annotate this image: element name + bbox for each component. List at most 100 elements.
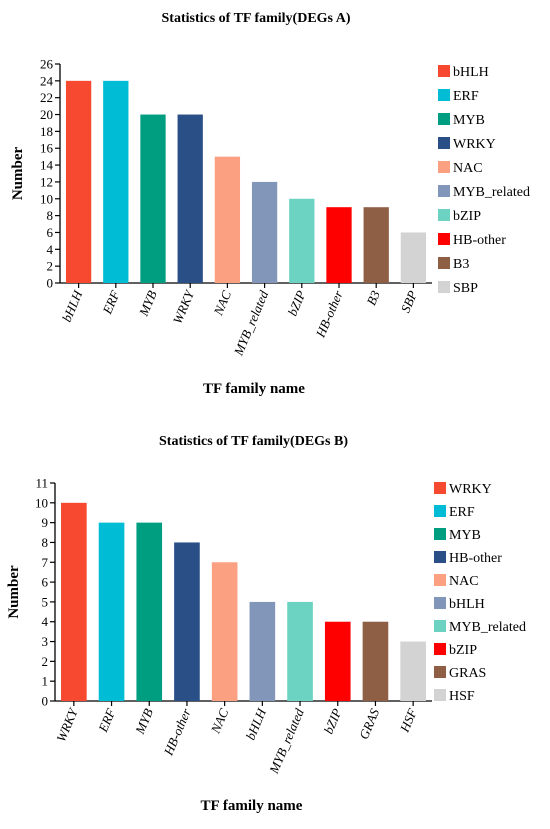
chart-a-title: Statistics of TF family(DEGs A): [162, 11, 351, 26]
chart-b-legend-label: bZIP: [449, 643, 477, 658]
chart-b-category-label: MYB: [132, 706, 156, 737]
chart-b-y-tick-label: 10: [35, 495, 48, 510]
chart-a-y-tick-label: 14: [40, 158, 54, 173]
chart-a-bar-wrky: [177, 114, 203, 284]
chart-a-y-tick-label: 22: [40, 90, 53, 105]
chart-a-legend-label: MYB: [453, 113, 485, 128]
chart-a-legend-swatch: [438, 233, 450, 245]
chart-a-legend-swatch: [438, 89, 450, 101]
chart-a-bar-sbp: [400, 232, 427, 283]
chart-b-bar-bhlh: [249, 601, 276, 701]
chart-b-category-label: GRAS: [356, 706, 382, 742]
chart-a-y-tick-label: 18: [40, 124, 53, 139]
bar-chart-b: Statistics of TF family(DEGs B) Number 0 1 2…: [6, 434, 526, 814]
chart-b-bar-erf: [98, 522, 125, 701]
chart-b-title: Statistics of TF family(DEGs B): [159, 434, 348, 449]
chart-b-bar-myb-related: [287, 601, 313, 701]
chart-b-y-tick-label: 3: [42, 634, 49, 649]
chart-b-legend-swatch: [434, 505, 446, 517]
chart-b-legend-swatch: [434, 597, 446, 609]
chart-a-legend-label: bZIP: [453, 209, 481, 224]
chart-b-bar-wrky: [61, 502, 87, 701]
chart-a-category-label: MYB: [135, 288, 159, 319]
chart-b-y-tick-label: 9: [42, 515, 49, 530]
chart-a-bar-myb: [140, 114, 166, 284]
chart-a-legend-label: NAC: [453, 161, 483, 176]
bar-chart-a: Statistics of TF family(DEGs A) Number 0 2 4…: [10, 11, 530, 397]
chart-a-y-axis-title: Number: [10, 146, 26, 200]
chart-a-y-tick-label: 20: [40, 107, 53, 122]
chart-a-category-label: NAC: [210, 288, 234, 318]
chart-b-legend-swatch: [434, 528, 446, 540]
chart-a-y-tick-label: 16: [40, 141, 54, 156]
chart-a-category-label: ERF: [99, 287, 123, 317]
chart-a-category-label: WRKY: [170, 287, 198, 326]
chart-b-legend-label: MYB: [449, 528, 481, 543]
chart-b-legend-swatch: [434, 643, 446, 655]
chart-a-legend-label: B3: [453, 257, 469, 272]
chart-a-legend-swatch: [438, 137, 450, 149]
chart-b-y-tick-label: 6: [42, 575, 49, 590]
chart-b-category-label: HB-other: [160, 705, 194, 758]
chart-a-category-label: bHLH: [59, 288, 86, 324]
chart-b-legend-label: GRAS: [449, 666, 486, 681]
chart-b-legend-label: HSF: [449, 689, 475, 704]
chart-b-legend-label: HB-other: [449, 551, 502, 566]
chart-b-bar-bzip: [324, 621, 351, 701]
chart-b-y-tick-label: 1: [42, 674, 49, 689]
chart-a-y-tick-label: 2: [47, 259, 54, 274]
chart-b-y-tick-label: 2: [42, 654, 49, 669]
chart-a-y-tick-label: 10: [40, 191, 53, 206]
chart-b-bar-hsf: [400, 641, 426, 701]
chart-a-legend-swatch: [438, 161, 450, 173]
chart-b-category-label: MYB_related: [266, 706, 307, 777]
chart-a-legend-label: HB-other: [453, 233, 506, 248]
chart-a-bar-erf: [103, 80, 129, 283]
chart-panel-b: Statistics of TF family(DEGs B) Number 0 1 2…: [0, 418, 550, 828]
chart-a-category-label: MYB_related: [230, 288, 271, 359]
chart-a-legend-label: bHLH: [453, 65, 489, 80]
chart-a-bar-nac: [214, 156, 241, 283]
chart-a-legend-label: SBP: [453, 281, 478, 296]
chart-b-category-label: HSF: [396, 705, 420, 735]
chart-b-legend-swatch: [434, 551, 446, 563]
chart-b-legend-swatch: [434, 574, 446, 586]
chart-a-legend-swatch: [438, 65, 450, 77]
chart-b-category-label: NAC: [207, 706, 231, 736]
chart-a-legend-swatch: [438, 185, 450, 197]
chart-b-y-tick-label: 0: [42, 694, 49, 709]
chart-b-y-tick-label: 4: [42, 614, 49, 629]
chart-b-legend-swatch: [434, 620, 446, 632]
chart-panel-a: Statistics of TF family(DEGs A) Number 0 2 4…: [0, 0, 550, 410]
chart-b-bar-gras: [362, 621, 389, 701]
chart-a-bar-bzip: [289, 198, 315, 283]
chart-a-y-tick-label: 6: [47, 225, 54, 240]
chart-a-y-tick-label: 0: [47, 276, 54, 291]
chart-b-category-label: bZIP: [321, 706, 345, 736]
chart-a-y-tick-label: 4: [47, 242, 54, 257]
chart-a-category-label: HB-other: [312, 287, 346, 340]
chart-a-category-label: B3: [364, 288, 384, 308]
chart-a-bar-bhlh: [65, 80, 92, 283]
chart-b-legend-label: NAC: [449, 574, 479, 589]
chart-a-y-tick-label: 8: [47, 208, 54, 223]
chart-b-x-axis-title: TF family name: [201, 798, 303, 814]
chart-a-legend-swatch: [438, 257, 450, 269]
chart-a-y-tick-label: 12: [40, 174, 53, 189]
chart-b-legend-swatch: [434, 666, 446, 678]
chart-b-category-label: ERF: [95, 705, 119, 735]
chart-a-legend-label: WRKY: [453, 137, 496, 152]
chart-b-bar-nac: [211, 562, 238, 701]
chart-a-legend-swatch: [438, 209, 450, 221]
chart-a-legend-label: MYB_related: [453, 185, 530, 200]
chart-a-legend-label: ERF: [453, 89, 479, 104]
chart-b-y-tick-label: 11: [35, 476, 48, 491]
chart-b-category-label: WRKY: [53, 705, 81, 744]
chart-a-legend-swatch: [438, 281, 450, 293]
chart-a-category-label: bZIP: [285, 288, 309, 318]
chart-b-y-tick-label: 5: [42, 594, 49, 609]
chart-b-legend-label: ERF: [449, 505, 475, 520]
chart-b-y-axis-title: Number: [6, 565, 22, 619]
chart-b-y-tick-label: 8: [42, 535, 49, 550]
chart-a-bar-b3: [363, 207, 389, 283]
